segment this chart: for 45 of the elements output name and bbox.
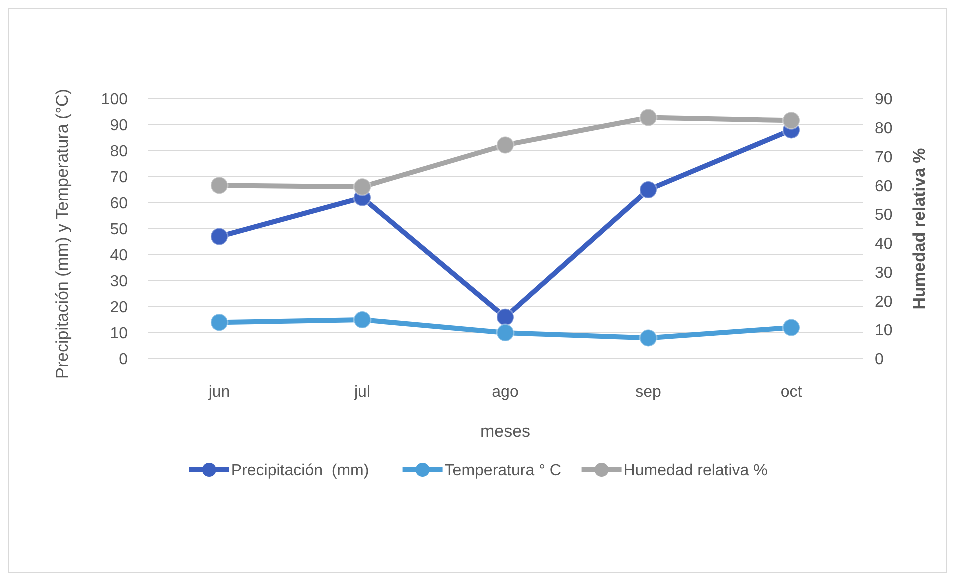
y-tick-label: 100 bbox=[101, 92, 128, 109]
point bbox=[496, 136, 515, 154]
legend-label: Temperatura ° C bbox=[444, 462, 562, 480]
x-tick-label: oct bbox=[780, 384, 803, 401]
y2-tick-label: 60 bbox=[875, 178, 893, 196]
y-axis-title: Precipitación (mm) y Temperatura (°C) bbox=[53, 89, 72, 379]
x-tick-label: jul bbox=[353, 384, 371, 401]
y2-tick-label: 30 bbox=[875, 264, 893, 282]
point bbox=[782, 111, 801, 130]
point bbox=[210, 176, 229, 195]
y2-tick-label: 20 bbox=[875, 294, 893, 311]
y2-tick-label: 50 bbox=[875, 207, 893, 224]
x-tick-label: jun bbox=[208, 384, 230, 401]
point bbox=[639, 108, 658, 128]
y2-tick-label: 80 bbox=[875, 120, 893, 138]
y2-axis-title: Humedad relativa % bbox=[910, 148, 929, 310]
y-tick-label: 40 bbox=[110, 248, 128, 265]
y-tick-label: 0 bbox=[119, 352, 128, 369]
y2-tick-label: 10 bbox=[875, 322, 893, 340]
y2-tick-label: 70 bbox=[875, 149, 893, 166]
x-tick-label: sep bbox=[636, 384, 662, 401]
x-axis-title: meses bbox=[480, 422, 531, 441]
point bbox=[353, 310, 372, 330]
y-tick-label: 50 bbox=[110, 222, 128, 239]
y-tick-label: 60 bbox=[110, 196, 128, 213]
y2-tick-label: 40 bbox=[875, 236, 893, 254]
legend-label: Precipitación (mm) bbox=[231, 462, 370, 480]
y-tick-label: 30 bbox=[110, 274, 128, 291]
x-tick-label: ago bbox=[492, 384, 519, 401]
y-tick-label: 90 bbox=[110, 118, 128, 135]
point bbox=[496, 324, 515, 342]
point bbox=[496, 308, 515, 327]
point bbox=[210, 313, 229, 332]
point bbox=[353, 178, 372, 196]
y2-tick-label: 0 bbox=[875, 352, 884, 369]
y-tick-label: 70 bbox=[110, 170, 128, 187]
point bbox=[210, 228, 229, 246]
legend-label: Humedad relativa % bbox=[624, 462, 768, 480]
point bbox=[639, 180, 658, 200]
y2-tick-label: 90 bbox=[875, 92, 893, 109]
point bbox=[782, 318, 801, 338]
y-tick-label: 20 bbox=[110, 300, 128, 317]
y-tick-label: 10 bbox=[110, 326, 128, 343]
point bbox=[639, 328, 658, 348]
y-tick-label: 80 bbox=[110, 144, 128, 161]
